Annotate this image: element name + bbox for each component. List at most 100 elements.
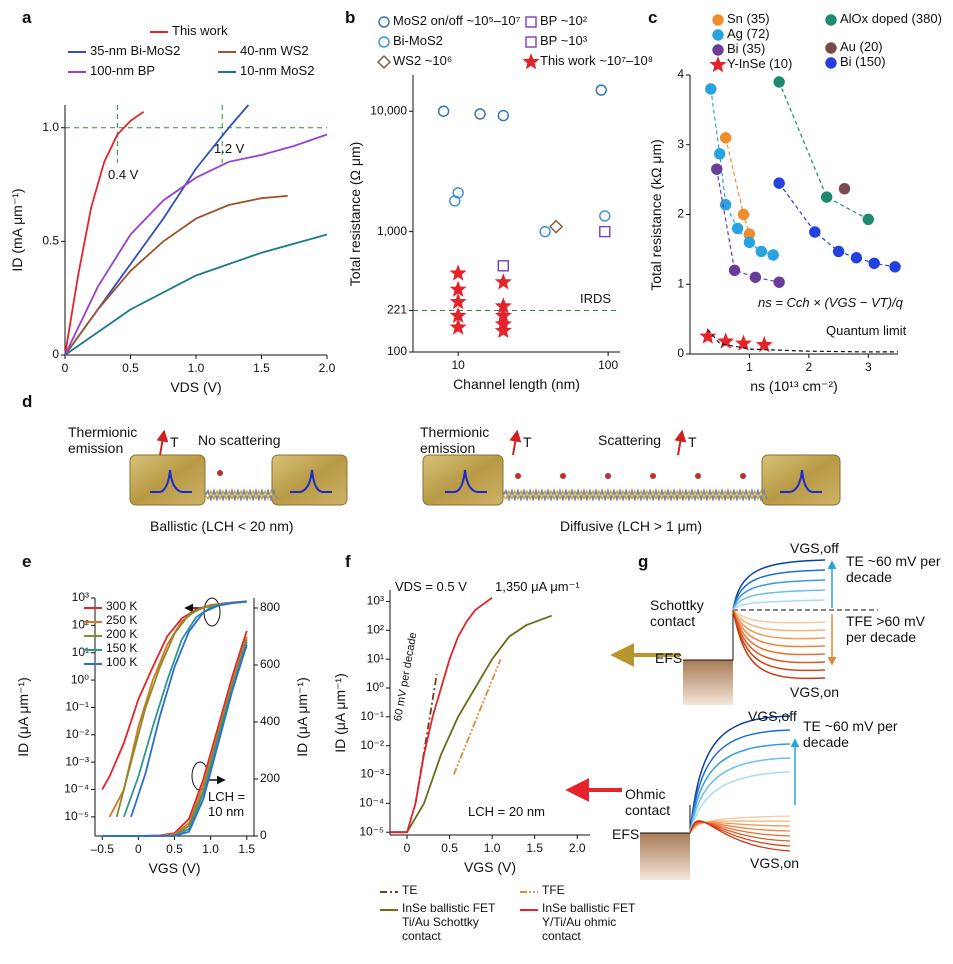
y-tick-label: 0 — [52, 347, 59, 361]
data-line — [64, 133, 328, 356]
band-curve — [732, 609, 826, 648]
y-tick-label: 10⁻³ — [360, 767, 384, 781]
annotation: VDS = 0.5 V — [395, 579, 467, 594]
marker — [378, 36, 390, 48]
electron — [740, 473, 746, 479]
x-tick-label: 100 — [598, 358, 618, 372]
legend-label: AlOx doped (380) — [840, 11, 942, 26]
band-curve — [732, 609, 826, 680]
device-illustrations — [129, 429, 841, 506]
y-tick-label: 10⁰ — [71, 672, 89, 686]
band-curve — [689, 820, 791, 852]
diagram-label: TFE >60 mV per decade — [846, 613, 925, 646]
y-tick-label: 10⁻⁴ — [359, 796, 384, 810]
y-tick-label: 10,000 — [370, 103, 407, 117]
marker — [743, 236, 756, 249]
electron — [650, 473, 656, 479]
x-tick-label: 0.5 — [166, 842, 183, 856]
marker — [709, 56, 727, 73]
y-tick-label: 10⁻¹ — [65, 700, 89, 714]
x-tick-label: –0.5 — [91, 842, 115, 856]
marker — [728, 264, 741, 276]
data-line — [452, 658, 502, 775]
x-axis-title: Channel length (nm) — [453, 376, 580, 392]
diagram-label: VGS,off — [790, 540, 839, 556]
channel — [204, 470, 768, 502]
legend-label: This work — [172, 23, 228, 38]
data-line — [778, 81, 869, 220]
y-tick-label: 100 — [387, 344, 407, 358]
legend-label: InSe ballistic FET Y/Ti/Au ohmic contact — [542, 901, 636, 943]
annotation: 0.4 V — [108, 167, 139, 182]
diagram-label: VGS,on — [790, 684, 840, 700]
diagram-label: Ballistic (LCH < 20 nm) — [150, 518, 294, 534]
legend-label: Sn (35) — [727, 11, 770, 26]
data-line — [707, 329, 898, 353]
panel-label: b — [345, 8, 356, 27]
band-diagrams — [565, 559, 878, 880]
x-tick-label: 0 — [135, 842, 142, 856]
data-line — [102, 644, 248, 837]
y-tick-label: 10² — [72, 618, 89, 632]
diagram-label: T — [688, 434, 697, 450]
band-curve — [732, 579, 826, 611]
band-curve — [732, 559, 826, 611]
marker — [437, 105, 450, 117]
x-axis-title: VGS (V) — [463, 859, 517, 875]
y-axis-title: ID (μA μm⁻¹) — [14, 677, 31, 757]
legend-label: BP ~10² — [540, 13, 588, 28]
marker — [449, 318, 467, 335]
y-tick-label: 10¹ — [72, 645, 89, 659]
marker — [832, 245, 845, 258]
electron — [695, 473, 701, 479]
y-tick-label: 0.5 — [42, 234, 59, 248]
marker — [767, 249, 779, 261]
legend-label: InSe ballistic FET Ti/Au Schottky contac… — [402, 901, 496, 943]
data-line — [390, 614, 553, 834]
chain — [204, 488, 278, 502]
legend-label: Y-InSe (10) — [727, 56, 793, 71]
y-tick-label: 10⁰ — [366, 680, 384, 694]
legend-label: 35-nm Bi-MoS2 — [90, 43, 181, 58]
legend-label: 150 K — [106, 641, 138, 655]
y-axis-title: ID (mA μm⁻¹) — [8, 188, 25, 272]
panel-label: a — [22, 8, 32, 27]
legend-label: WS2 ~10⁶ — [393, 53, 453, 68]
chain — [502, 488, 768, 502]
x-tick-label: 2.0 — [319, 361, 336, 375]
y-tick-label: 3 — [677, 137, 684, 151]
y-axis-title: ID (μA μm⁻¹) — [331, 672, 348, 753]
x-tick-label: 1 — [746, 360, 753, 374]
legend-label: Au (20) — [840, 39, 883, 54]
marker — [868, 257, 880, 270]
barrier — [150, 469, 192, 493]
data-line — [64, 233, 328, 356]
electron — [515, 473, 521, 479]
legend-label: 200 K — [106, 627, 138, 641]
marker — [497, 260, 509, 272]
marker — [714, 148, 726, 160]
y2-tick-label: 0 — [260, 828, 267, 842]
y-tick-label: 10⁻⁴ — [64, 782, 89, 796]
marker — [850, 252, 863, 264]
callout — [203, 597, 221, 627]
x-tick-label: 1.5 — [238, 842, 255, 856]
legend-label: Bi (35) — [727, 41, 766, 56]
panel-label: e — [22, 552, 32, 571]
legend-label: 10-nm MoS2 — [240, 63, 315, 78]
marker — [820, 191, 833, 203]
y-tick-label: 10¹ — [367, 651, 384, 665]
diagram-label: VGS,off — [748, 708, 797, 724]
x-axis-title: VGS (V) — [148, 860, 201, 876]
data-line — [778, 182, 896, 268]
band-curve — [689, 715, 791, 834]
arrow — [156, 429, 169, 456]
y-tick-label: 10⁻³ — [65, 754, 89, 768]
diagram-label: Scattering — [598, 432, 662, 448]
legend-label: BP ~10³ — [540, 33, 588, 48]
data-line — [716, 169, 780, 283]
y-axis-title: Total resistance (kΩ μm) — [647, 138, 664, 291]
marker — [549, 219, 564, 234]
diagram-label: Schottky contact — [650, 597, 704, 630]
legend-label: 100-nm BP — [90, 63, 156, 78]
